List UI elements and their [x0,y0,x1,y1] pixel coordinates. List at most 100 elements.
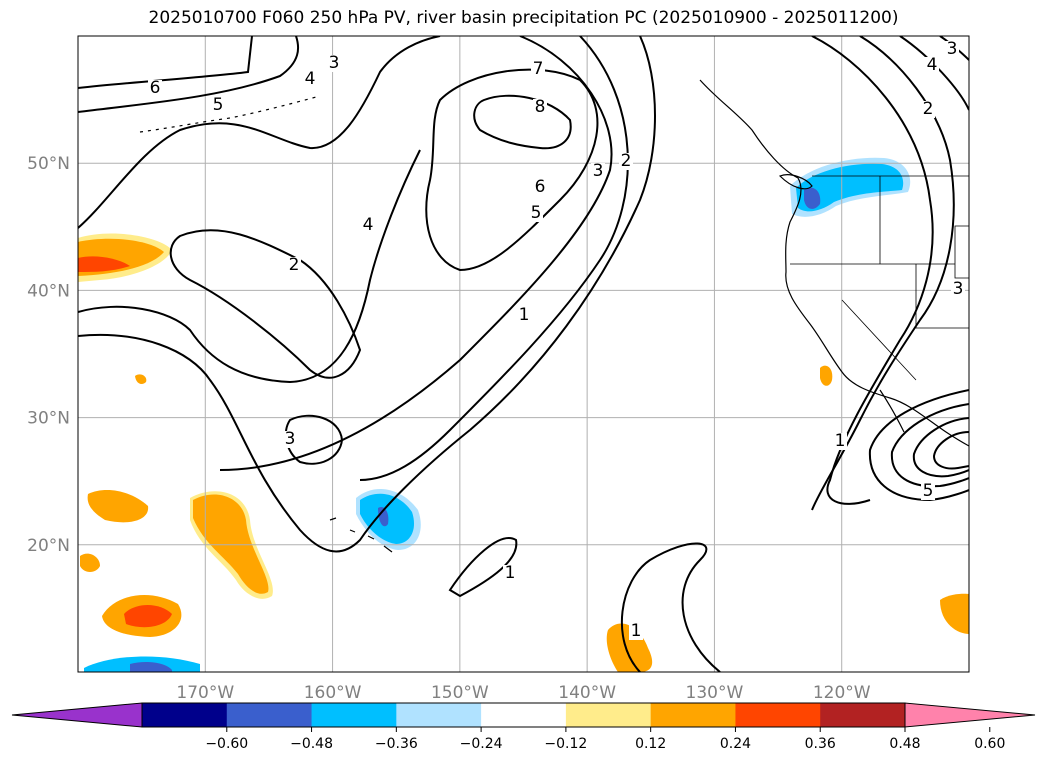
contour-label: 3 [953,279,964,299]
political-borders [790,175,969,381]
contour-label-bg [531,61,545,78]
colorbar-segment [565,703,652,727]
contour-label: 7 [533,59,544,79]
precip-patch-positive [78,256,130,272]
lon-tick-label: 150°W [431,683,489,703]
coastlines [139,79,969,553]
figure-title: 2025010700 F060 250 hPa PV, river basin … [148,8,899,28]
precip-patch-positive [124,605,172,628]
contour-label: 4 [363,215,374,235]
pv-contour [78,36,253,89]
contour-label: 8 [535,97,546,117]
precip-patch-negative [804,187,821,209]
colorbar-extend-low [11,702,143,728]
contour-label-bg [361,217,375,234]
pv-contour [219,36,613,471]
contour-label: 2 [289,255,300,275]
lat-tick-label: 20°N [27,536,70,556]
contour-label: 5 [213,95,224,115]
contour-label: 1 [519,305,530,325]
colorbar-tick-label: 0.24 [720,736,751,752]
precip-patch-negative [378,506,389,527]
contour-label: 4 [305,69,316,89]
contour-label: 6 [150,78,161,98]
colorbar-segment [142,703,228,727]
precip-shading [78,157,969,672]
contour-label-bg [533,99,547,116]
colorbar-tick-label: 0.60 [974,736,1005,752]
contour-label-bg [591,163,605,180]
contour-label: 1 [631,621,642,641]
contour-label-bg [951,281,965,298]
colorbar-segment [820,703,906,727]
lon-tick-label: 160°W [304,683,362,703]
vancouver-island [778,174,813,190]
graticule [78,36,969,672]
precip-patch-positive [940,593,969,634]
lon-tick-label: 140°W [558,683,616,703]
contour-label: 6 [535,177,546,197]
map-frame [77,35,970,673]
lon-tick-label: 170°W [176,683,234,703]
pv-contour [78,36,656,553]
lat-tick-label: 30°N [27,409,70,429]
pv-contours [78,36,969,672]
colorbar: −0.60 −0.48 −0.36 −0.24 −0.12 0.12 0.24 0.36 0.4… [11,702,1036,752]
lat-tick-label: 50°N [27,154,70,174]
pv-contour [78,36,299,113]
contour-label-bg [148,80,162,97]
latitude-labels: 50°N 40°N 30°N 20°N [27,154,70,556]
contour-label: 5 [531,203,542,223]
colorbar-tick-label: 0.48 [889,736,920,752]
longitude-labels: 170°W 160°W 150°W 140°W 130°W 120°W [176,683,870,703]
contour-label-bg [921,101,935,118]
pv-contour [868,389,969,502]
colorbar-segment [311,703,397,727]
colorbar-tick-label: 0.36 [805,736,836,752]
contour-label-bg [303,71,317,88]
pv-contour [448,537,518,598]
pv-contour [932,431,969,470]
lon-tick-label: 120°W [813,683,871,703]
contour-label-bg [925,57,939,74]
colorbar-tick-label: −0.60 [205,736,248,752]
contour-label-bg [529,205,543,222]
pv-contour [169,229,362,379]
contour-label-bg [287,257,301,274]
colorbar-segment [735,703,821,727]
north-america-coastline [699,79,969,447]
colorbar-frame [141,702,906,728]
pv-contour [899,36,969,111]
baja-california-coastline [879,389,905,433]
pv-contour [425,68,599,272]
colorbar-extend-high [904,702,1036,728]
contour-label: 3 [329,53,340,73]
state-borders [790,176,969,381]
contour-label: 2 [923,99,934,119]
pv-contour [359,36,629,481]
contour-label-bg [619,153,633,170]
precip-patch-positive [87,490,149,523]
contour-label: 2 [621,151,632,171]
colorbar-tick-label: −0.48 [290,736,333,752]
colorbar-segment [396,703,482,727]
colorbar-tick-label: −0.12 [544,736,587,752]
contour-label: 3 [593,161,604,181]
lat-tick-label: 40°N [27,281,70,301]
contour-label-bg [211,97,225,114]
lon-tick-label: 130°W [686,683,744,703]
colorbar-tick-label: 0.12 [635,736,666,752]
contour-label-bg [327,55,341,72]
contour-label-bg [283,431,297,448]
contour-label: 1 [505,563,516,583]
hawaiian-islands [329,517,393,553]
contour-label-bg [921,483,935,500]
precip-patch-negative [130,662,172,672]
colorbar-segment [481,703,567,727]
colorbar-segment [226,703,313,727]
contour-label: 4 [927,55,938,75]
contour-label-bg [833,433,847,450]
contour-label: 3 [285,429,296,449]
